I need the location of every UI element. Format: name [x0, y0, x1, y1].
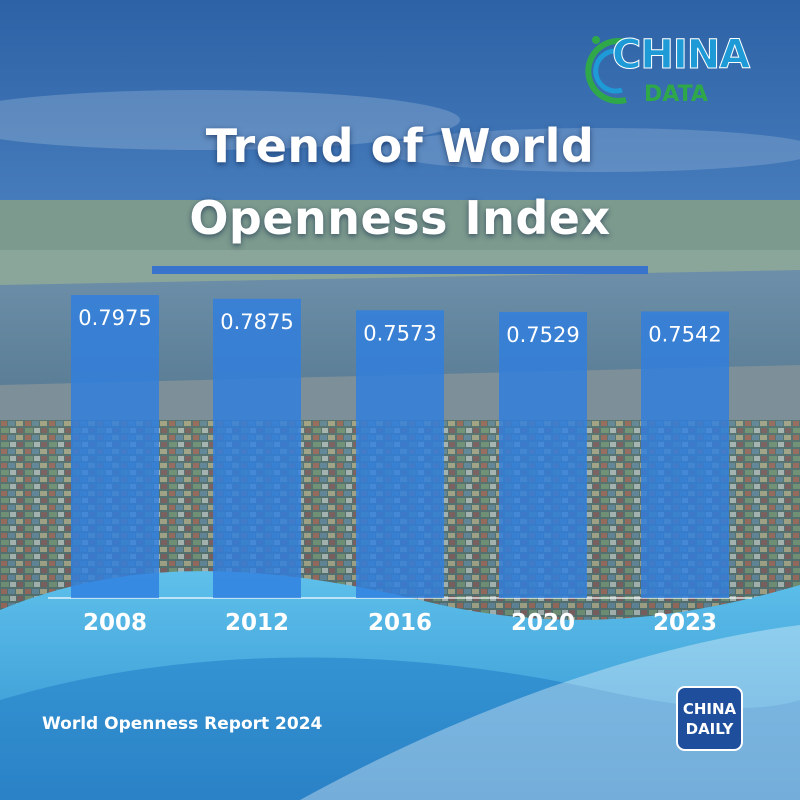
- value-label-2016: 0.7573: [363, 321, 436, 345]
- bar-2016: [356, 310, 444, 598]
- chart-title-line-2: Openness Index: [189, 191, 611, 245]
- chart-title-line-1: Trend of World: [205, 119, 595, 173]
- bar-2008: [71, 295, 159, 598]
- title-underline: [152, 266, 648, 274]
- china-daily-logo-line1: CHINA: [682, 700, 737, 718]
- x-tick-2023: 2023: [653, 610, 717, 636]
- x-tick-2016: 2016: [368, 610, 432, 636]
- china-daily-logo-line2: DAILY: [685, 720, 734, 738]
- x-tick-label-group: 2008 2012 2016 2020 2023: [83, 610, 717, 636]
- china-data-logo: CHINA DATA: [582, 30, 767, 112]
- bar-2020: [499, 311, 587, 598]
- source-note: World Openness Report 2024: [42, 714, 323, 734]
- value-label-2020: 0.7529: [506, 323, 579, 347]
- china-daily-logo: CHINA DAILY: [676, 686, 743, 751]
- value-label-group: 0.7975 0.7875 0.7573 0.7529 0.7542: [78, 306, 721, 347]
- x-tick-2008: 2008: [83, 610, 147, 636]
- value-label-2008: 0.7975: [78, 306, 151, 330]
- china-data-logo-line1: CHINA: [611, 32, 750, 79]
- value-label-2012: 0.7875: [220, 310, 293, 334]
- china-data-logo-line2: DATA: [644, 82, 708, 107]
- signal-ring-icon: [585, 36, 627, 104]
- value-label-2023: 0.7542: [648, 322, 721, 346]
- x-tick-2020: 2020: [511, 610, 575, 636]
- x-tick-2012: 2012: [225, 610, 289, 636]
- bar-2012: [213, 298, 301, 598]
- bar-group: [71, 295, 729, 598]
- bar-2023: [641, 311, 729, 598]
